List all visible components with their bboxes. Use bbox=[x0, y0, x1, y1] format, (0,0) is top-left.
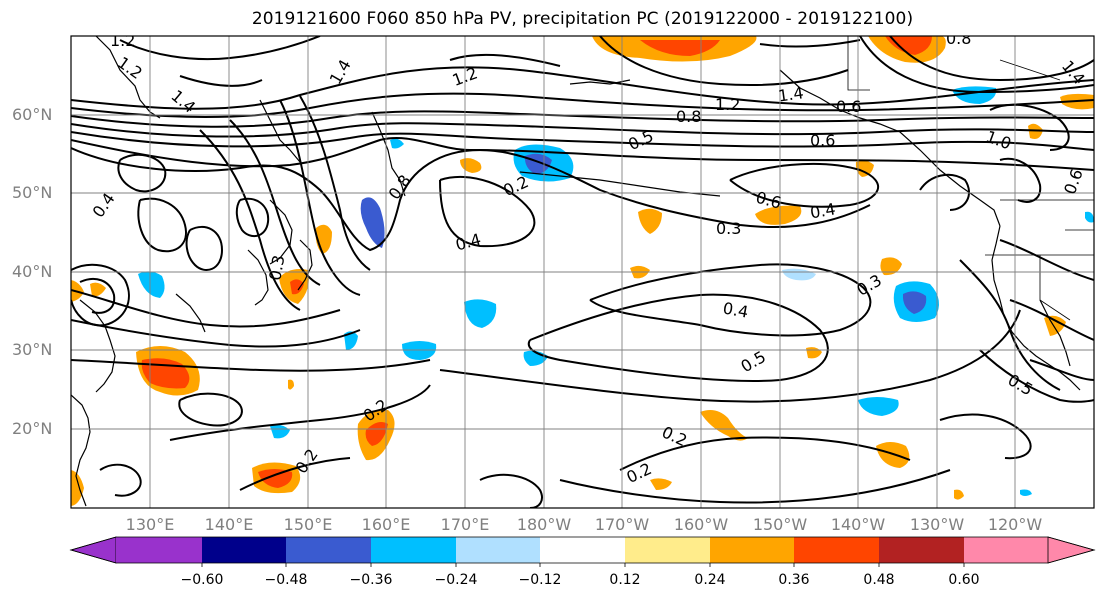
lon-label: 170°E bbox=[440, 515, 490, 534]
contour-label: 0.8 bbox=[676, 107, 701, 126]
contour-label: 1.2 bbox=[110, 31, 135, 50]
colorbar-tick-label: 0.36 bbox=[778, 572, 810, 588]
contour-label: 1.4 bbox=[167, 86, 199, 117]
lon-label: 120°W bbox=[987, 515, 1043, 534]
contour-label: 0.8 bbox=[946, 29, 971, 48]
contour-label: 0.5 bbox=[738, 347, 770, 376]
lat-label: 20°N bbox=[12, 419, 53, 438]
colorbar-tick-label: 0.12 bbox=[609, 572, 641, 588]
contour-label: 0.8 bbox=[385, 171, 415, 203]
lon-label: 140°E bbox=[204, 515, 254, 534]
contour-label: 1.4 bbox=[777, 83, 805, 105]
precip-positive-shading bbox=[71, 36, 1094, 506]
map-area: 1.2 1.2 1.4 1.2 1.4 0.4 1.2 1.4 0.6 0.8 … bbox=[71, 29, 1094, 508]
contour-label: 0.4 bbox=[453, 230, 483, 255]
contour-label: 0.2 bbox=[624, 459, 655, 487]
colorbar-tick-label: 0.60 bbox=[948, 572, 980, 588]
colorbar-tick-label: −0.48 bbox=[264, 572, 308, 588]
colorbar-tick-label: 0.24 bbox=[694, 572, 726, 588]
contour-label: 0.6 bbox=[1060, 166, 1087, 196]
colorbar-tick-label: −0.24 bbox=[434, 572, 478, 588]
contour-label: 1.0 bbox=[983, 127, 1013, 154]
lon-label: 160°E bbox=[361, 515, 411, 534]
colorbar-tick-label: −0.12 bbox=[518, 572, 562, 588]
lon-label: 150°E bbox=[283, 515, 333, 534]
contour-label: 1.2 bbox=[114, 53, 146, 83]
contour-label: 0.6 bbox=[836, 97, 861, 116]
lon-label: 180°W bbox=[516, 515, 572, 534]
colorbar-tick-label: −0.60 bbox=[180, 572, 224, 588]
map-frame bbox=[70, 35, 1095, 509]
lon-label: 130°W bbox=[909, 515, 965, 534]
contour-label: 0.3 bbox=[716, 219, 741, 238]
contour-label: 0.4 bbox=[721, 299, 749, 322]
contour-label: 0.4 bbox=[809, 199, 837, 222]
contour-label: 0.4 bbox=[89, 189, 119, 221]
colorbar-tick-label: −0.36 bbox=[349, 572, 393, 588]
lat-label: 30°N bbox=[12, 340, 53, 359]
lon-label: 140°W bbox=[830, 515, 886, 534]
lon-label: 160°W bbox=[673, 515, 729, 534]
figure-title: 2019121600 F060 850 hPa PV, precipitatio… bbox=[251, 9, 914, 29]
contour-label: 0.6 bbox=[810, 131, 835, 150]
lat-label: 40°N bbox=[12, 262, 53, 281]
gridlines bbox=[71, 36, 1094, 508]
borders bbox=[847, 36, 1094, 321]
lon-label: 170°W bbox=[594, 515, 650, 534]
contour-label: 0.6 bbox=[754, 188, 784, 213]
lat-label: 60°N bbox=[12, 105, 53, 124]
colorbar bbox=[69, 536, 1096, 567]
contour-label: 1.2 bbox=[715, 95, 740, 114]
coastlines bbox=[71, 36, 1081, 507]
contour-label: 0.3 bbox=[265, 254, 288, 282]
lon-label: 150°W bbox=[752, 515, 808, 534]
lat-label: 50°N bbox=[12, 183, 53, 202]
lon-label: 130°E bbox=[125, 515, 175, 534]
precip-negative-shading bbox=[138, 86, 1094, 496]
colorbar-tick-label: 0.48 bbox=[863, 572, 895, 588]
